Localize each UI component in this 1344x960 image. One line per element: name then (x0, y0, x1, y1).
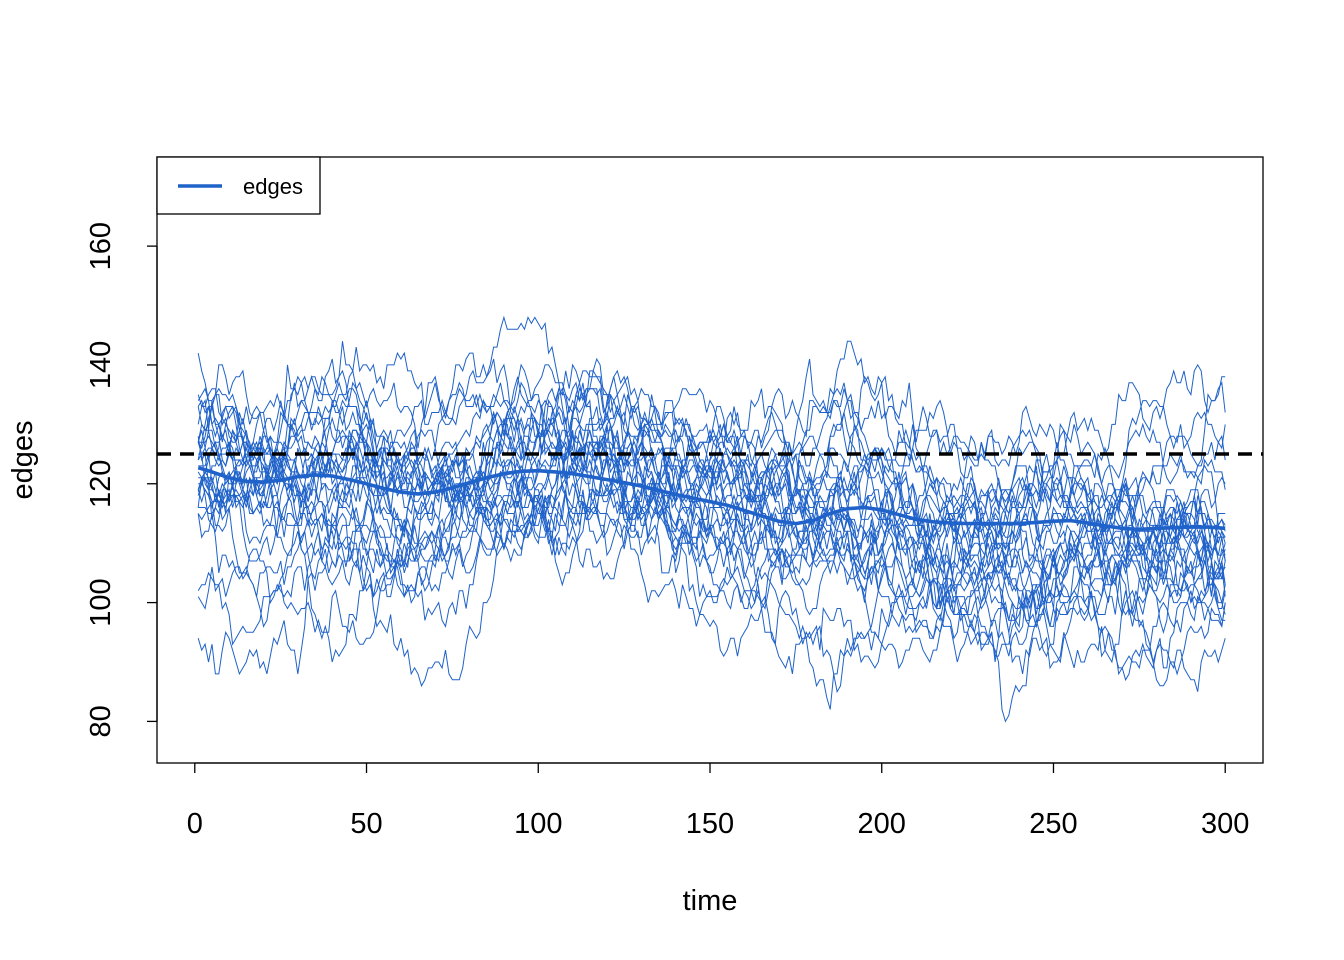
simulation-line (197, 375, 1226, 592)
simulation-line (197, 411, 1226, 645)
simulation-line (198, 446, 1226, 628)
y-tick-label: 80 (85, 705, 117, 737)
legend-label-edges: edges (243, 174, 303, 199)
legend: edges (156, 156, 321, 215)
y-tick-label: 100 (85, 578, 117, 626)
simulation-line (197, 412, 1226, 598)
simulation-line (197, 406, 1226, 692)
x-tick-label: 250 (1029, 808, 1077, 840)
simulation-line (197, 423, 1226, 568)
simulation-line (197, 375, 1226, 646)
simulation-line (197, 357, 1226, 604)
x-axis: 0 50 100 150 200 250 300 (187, 762, 1249, 840)
x-tick-label: 150 (686, 808, 734, 840)
x-tick-label: 50 (350, 808, 382, 840)
x-tick-label: 0 (187, 808, 203, 840)
simulation-line (197, 453, 1226, 621)
mean-line (197, 465, 1226, 532)
simulation-line (197, 381, 1226, 682)
simulation-line (198, 423, 1226, 674)
x-axis-title: time (683, 885, 738, 917)
simulation-line (197, 340, 1226, 574)
x-tick-label: 100 (514, 808, 562, 840)
x-tick-label: 200 (858, 808, 906, 840)
y-tick-label: 120 (85, 460, 117, 508)
y-tick-label: 160 (85, 222, 117, 270)
simulation-line (197, 358, 1226, 670)
simulation-line (198, 411, 1226, 658)
y-axis-title: edges (7, 420, 39, 499)
simulation-lines (197, 315, 1226, 723)
y-tick-label: 140 (85, 341, 117, 389)
simulation-line (197, 375, 1226, 657)
x-tick-label: 300 (1201, 808, 1249, 840)
y-axis: 80 100 120 140 160 (85, 222, 158, 738)
simulation-line (197, 459, 1226, 627)
simulation-line (198, 382, 1226, 615)
